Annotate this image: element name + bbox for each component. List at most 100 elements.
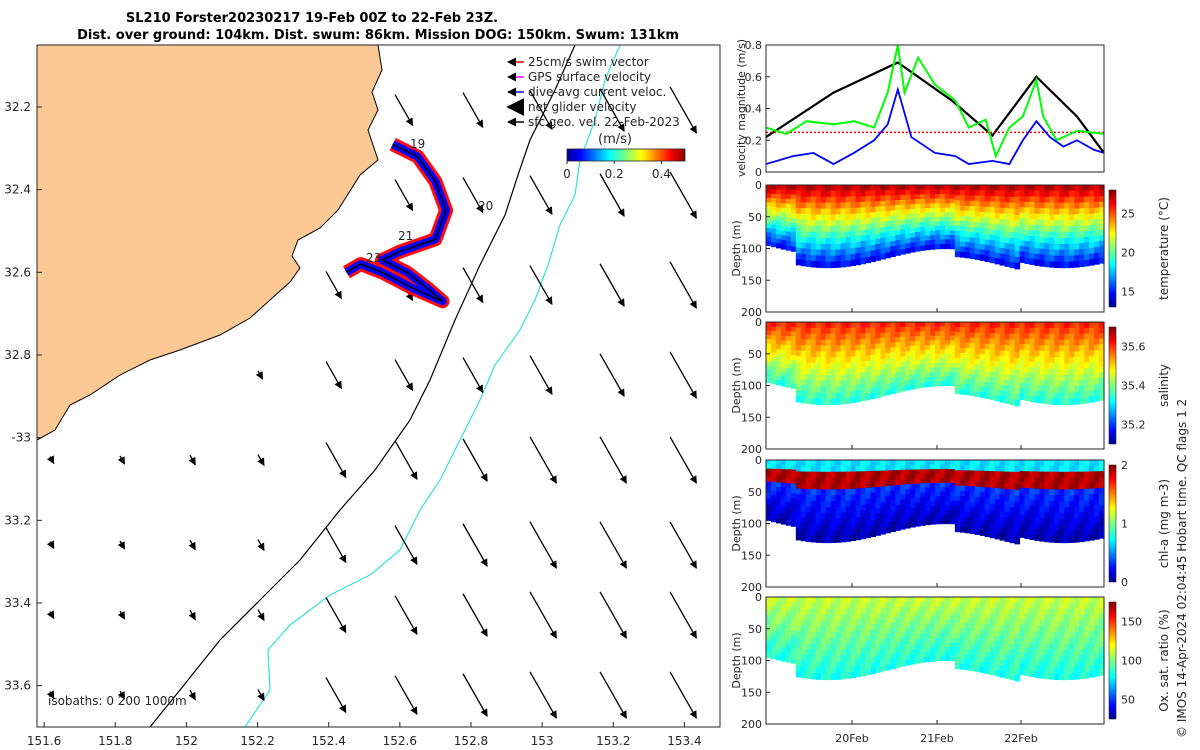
section-cell [875,332,881,339]
section-cell [925,515,931,521]
section-cell [944,610,951,616]
section-cell [959,241,966,248]
section-cell [1014,525,1021,533]
section-cell [1089,190,1095,198]
section-cell [1059,255,1065,263]
section-cell [830,465,837,473]
section-cell [766,232,772,238]
section-cell [835,261,842,268]
section-cell [1059,243,1065,251]
section-cell [860,361,867,368]
section-cell [1019,327,1026,334]
section-cell [850,517,857,524]
section-cell [835,255,842,262]
section-cell [1079,518,1085,525]
section-cell [974,238,981,245]
section-cell [895,662,901,668]
section-cell [1024,252,1031,259]
section-cell [845,631,852,639]
section-cell [780,372,787,378]
section-cell [900,204,906,211]
section-cell [820,471,827,479]
section-cell [885,185,891,191]
section-cell [1084,506,1090,513]
section-cell [870,525,876,532]
section-cell [1049,202,1055,210]
section-cell [850,477,857,484]
section-cell [1014,644,1021,652]
section-cell [795,384,802,392]
section-cell [1034,367,1040,375]
section-cell [1049,386,1055,393]
section-cell [974,597,981,603]
section-cell [890,658,896,664]
section-cell [1014,256,1021,264]
section-cell [989,234,996,242]
section-cell [994,493,1001,500]
section-cell [855,247,862,254]
section-cell [840,518,847,525]
section-cell [855,477,862,484]
section-cell [964,389,971,396]
section-cell [925,629,931,635]
section-cell [825,392,832,400]
section-cell [920,240,926,247]
section-cell [1084,602,1090,610]
section-cell [1049,261,1055,268]
section-cell [1059,608,1065,616]
section-cell [969,363,976,370]
section-cell [1094,482,1100,489]
section-cell [925,240,931,246]
section-cell [1044,386,1050,393]
section-cell [1074,362,1080,370]
section-cell [1019,245,1026,252]
section-cell [905,322,911,328]
section-cell [885,460,891,466]
section-cell [850,219,857,226]
section-cell [935,198,941,204]
section-cell [860,383,867,390]
section-cell [994,460,1001,467]
section-cell [964,506,971,513]
section-cell [835,626,842,633]
section-cell [780,514,787,521]
section-cell [1084,373,1090,381]
section-cell [820,513,827,520]
section-cell [815,208,822,215]
section-cell [855,236,862,243]
section-cell [800,671,807,679]
section-cell [820,638,827,645]
section-cell [770,330,777,336]
section-cell [1074,530,1080,537]
section-cell [1049,597,1055,604]
section-cell [890,480,896,487]
section-cell [860,658,867,665]
section-cell [870,201,876,208]
section-cell [1059,375,1065,382]
section-cell [1009,333,1016,341]
section-cell [1049,255,1055,262]
section-cell [890,460,896,466]
section-cell [1069,495,1075,502]
section-cell [1009,327,1016,335]
section-cell [845,660,852,668]
section-cell [810,524,817,531]
section-cell [984,376,991,383]
section-cell [989,624,996,631]
section-cell [1084,362,1090,369]
section-cell [820,214,827,221]
section-cell [845,471,852,478]
section-cell [1044,649,1050,656]
section-cell [1029,460,1036,467]
section-cell [790,203,797,210]
section-cell [795,259,802,266]
section-cell [994,602,1001,609]
section-cell [1084,608,1090,615]
section-cell [825,339,832,347]
section-cell [1054,261,1060,269]
section-cell [1034,534,1040,541]
section-cell [1039,535,1045,542]
section-cell [885,648,891,655]
section-cell [1014,460,1021,467]
section-cell [1034,523,1040,530]
